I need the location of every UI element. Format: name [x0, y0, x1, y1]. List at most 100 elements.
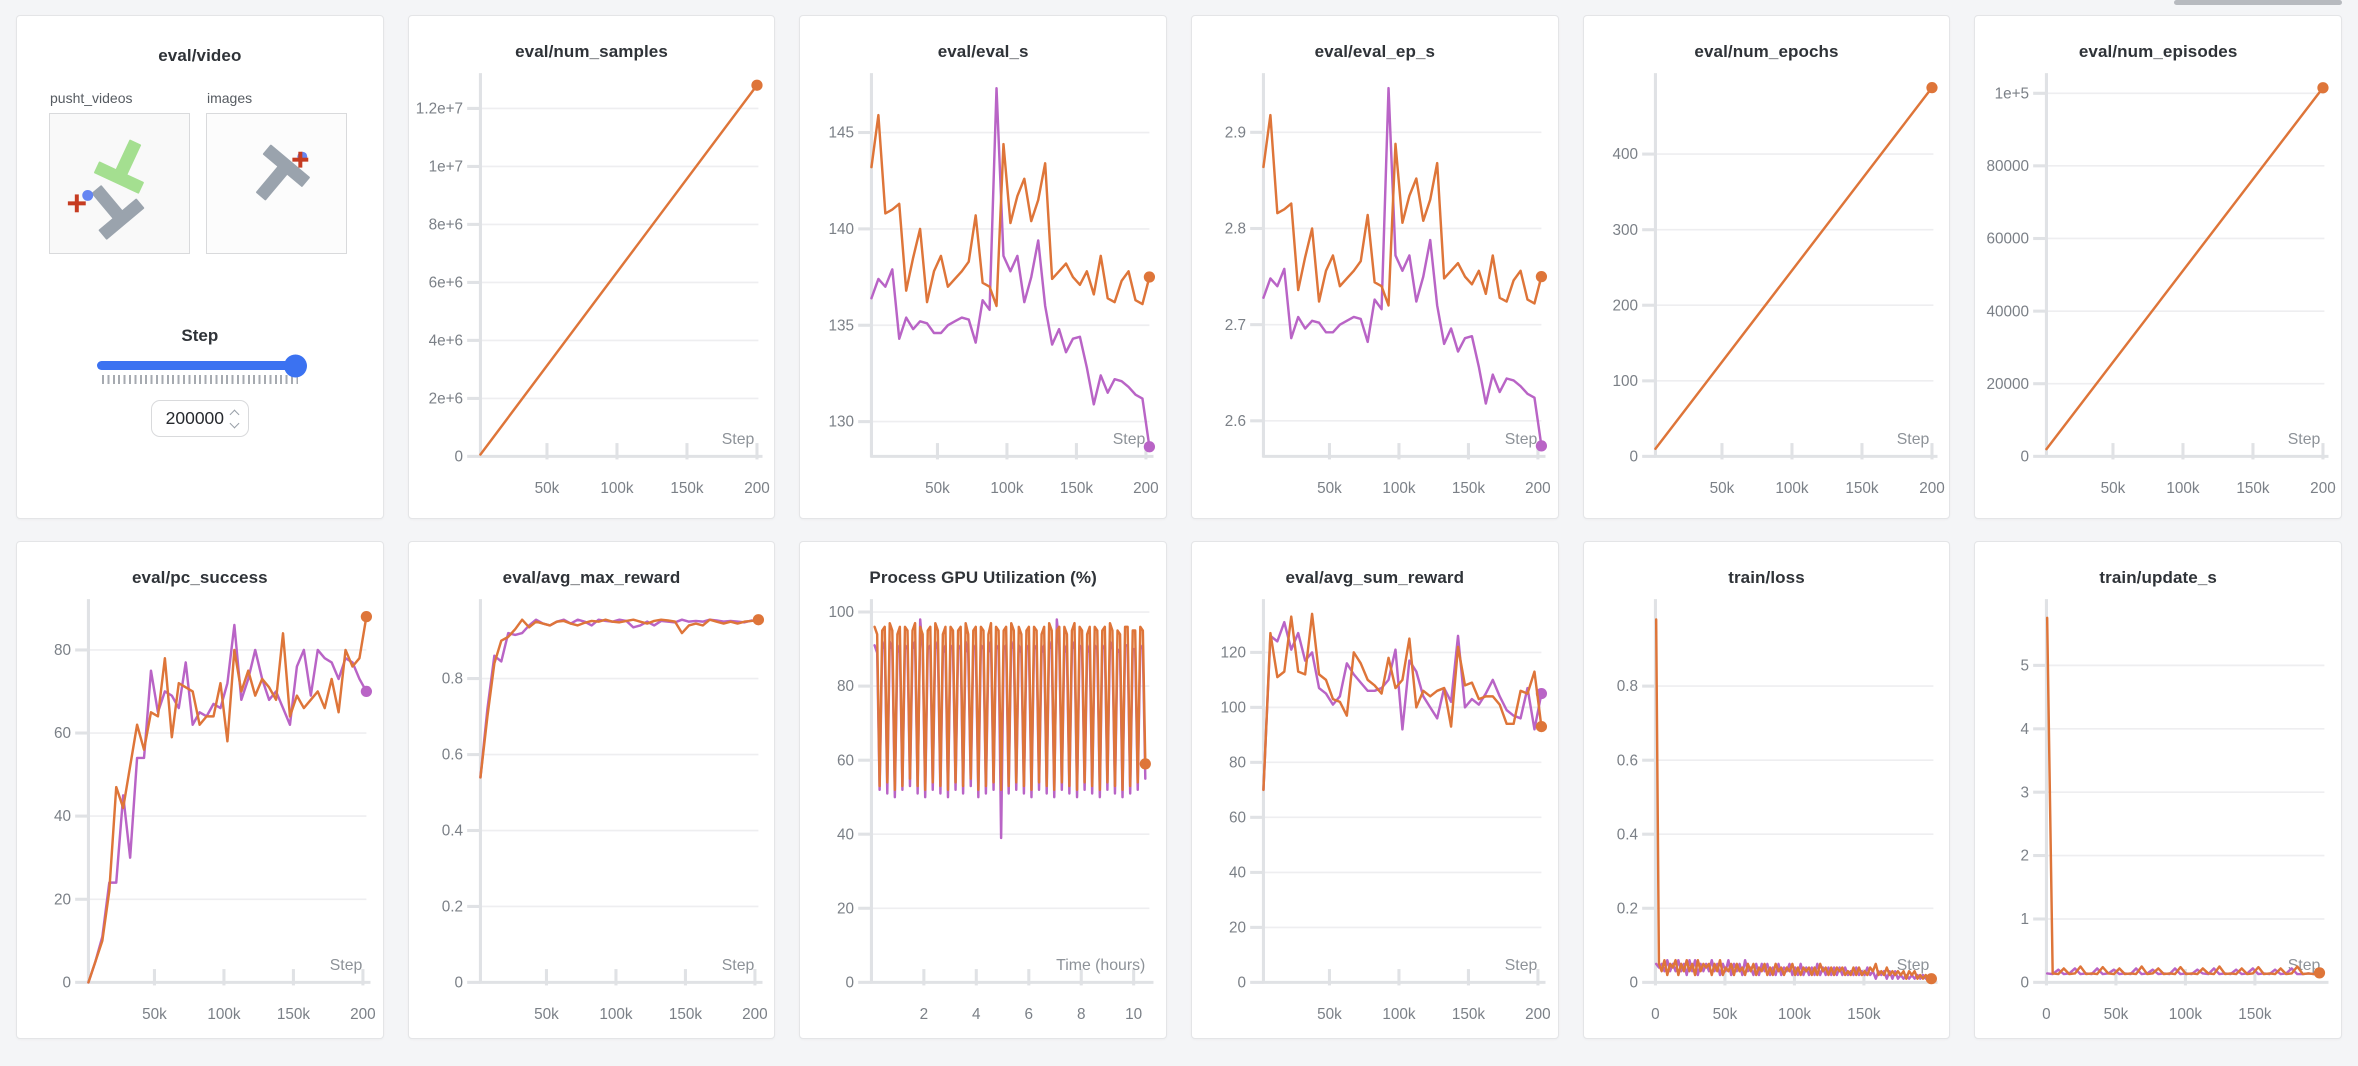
- svg-text:Step: Step: [1896, 431, 1929, 448]
- svg-text:Step: Step: [721, 957, 754, 974]
- chart-canvas[interactable]: 130 135 140 145 50k 100k 150k 200 Step: [804, 66, 1162, 516]
- svg-text:200: 200: [1919, 480, 1945, 497]
- svg-text:2.8: 2.8: [1225, 221, 1246, 238]
- svg-text:6: 6: [1025, 1006, 1034, 1023]
- svg-text:20000: 20000: [1987, 376, 2030, 393]
- chart-title: eval/num_epochs: [1694, 42, 1839, 61]
- svg-text:10: 10: [1125, 1006, 1142, 1023]
- panel-train-loss: train/loss 0 0.2 0.4 0.6 0.8 0 50k 100k 150k Step: [1582, 541, 1951, 1039]
- line-chart-gpu-utilization[interactable]: 0 20 40 60 80 100 2 4 6 8 10 Time (hours): [800, 588, 1166, 1039]
- chart-canvas[interactable]: 0 20 40 60 80 100 120 50k 100k 150k 200 Step: [1196, 592, 1554, 1039]
- svg-text:150k: 150k: [670, 480, 704, 497]
- svg-text:1e+7: 1e+7: [428, 159, 463, 176]
- panel-eval-avg-sum-reward: eval/avg_sum_reward 0 20 40 60 80 100 120 50k 10…: [1190, 541, 1559, 1039]
- svg-text:135: 135: [829, 317, 855, 334]
- svg-text:0.6: 0.6: [441, 747, 462, 764]
- chart-canvas[interactable]: 0 20000 40000 60000 80000 1e+5 50k 100k 150k 200 S…: [1979, 66, 2337, 516]
- svg-text:100k: 100k: [1382, 480, 1416, 497]
- block-t-shape: [256, 144, 310, 201]
- step-slider-thumb[interactable]: [283, 354, 307, 377]
- step-input-value[interactable]: 200000: [165, 408, 225, 428]
- stepper-up-icon[interactable]: [229, 409, 240, 419]
- line-chart-num-samples[interactable]: 0 2e+6 4e+6 6e+6 8e+6 1e+7 1.2e+7 50k 100k 150k 20…: [409, 62, 775, 516]
- svg-text:40000: 40000: [1987, 303, 2030, 320]
- line-chart-eval-ep-s[interactable]: 2.6 2.7 2.8 2.9 50k 100k 150k 200 Step: [1192, 62, 1558, 516]
- line-chart-eval-s[interactable]: 130 135 140 145 50k 100k 150k 200 Step: [800, 62, 1166, 516]
- chart-canvas[interactable]: 2.6 2.7 2.8 2.9 50k 100k 150k 200 Step: [1196, 66, 1554, 516]
- panel-eval-video: eval/video pusht_videos: [16, 15, 384, 519]
- svg-text:50k: 50k: [1712, 1006, 1737, 1023]
- svg-text:200: 200: [744, 480, 770, 497]
- pusht-image-preview[interactable]: [206, 113, 347, 254]
- svg-text:20: 20: [837, 900, 854, 917]
- svg-text:Step: Step: [1505, 431, 1538, 448]
- svg-text:100: 100: [1220, 699, 1246, 716]
- svg-text:200: 200: [2311, 480, 2337, 497]
- svg-text:120: 120: [1220, 645, 1246, 662]
- panel-train-update-s: train/update_s 0 1 2 3 4 5 0 50k 100k 150k Step: [1974, 541, 2342, 1039]
- block-t-shape: [91, 185, 145, 240]
- chart-canvas[interactable]: 0 20 40 60 80 100 2 4 6 8 10 Time (hours): [804, 592, 1162, 1039]
- stepper-control[interactable]: [229, 409, 240, 428]
- chart-title: eval/num_episodes: [2078, 42, 2238, 61]
- line-chart-avg-max-reward[interactable]: 0 0.2 0.4 0.6 0.8 50k 100k 150k 200 Step: [409, 588, 775, 1039]
- chart-canvas[interactable]: 0 0.2 0.4 0.6 0.8 50k 100k 150k 200 Step: [413, 592, 771, 1039]
- svg-text:Step: Step: [1505, 957, 1538, 974]
- media-row: pusht_videos: [49, 90, 383, 254]
- svg-text:2.7: 2.7: [1225, 317, 1246, 334]
- svg-text:200: 200: [1133, 480, 1159, 497]
- svg-text:50k: 50k: [1317, 1006, 1342, 1023]
- svg-text:0: 0: [2043, 1006, 2052, 1023]
- panel-gpu-utilization: Process GPU Utilization (%) 0 20 40 60 80 100…: [799, 541, 1167, 1039]
- svg-text:100k: 100k: [207, 1006, 241, 1023]
- svg-text:50k: 50k: [1709, 480, 1734, 497]
- chart-canvas[interactable]: 0 100 200 300 400 50k 100k 150k 200 Step: [1588, 66, 1946, 516]
- svg-text:Step: Step: [330, 957, 363, 974]
- svg-text:8e+6: 8e+6: [428, 217, 463, 234]
- svg-text:6e+6: 6e+6: [428, 275, 463, 292]
- svg-text:50k: 50k: [2101, 480, 2126, 497]
- svg-text:0.6: 0.6: [1616, 752, 1637, 769]
- pusht-video-preview[interactable]: [49, 113, 190, 254]
- svg-text:150k: 150k: [277, 1006, 311, 1023]
- panel-eval-avg-max-reward: eval/avg_max_reward 0 0.2 0.4 0.6 0.8 50k 100k…: [407, 541, 776, 1039]
- line-chart-num-epochs[interactable]: 0 100 200 300 400 50k 100k 150k 200 Step: [1584, 62, 1950, 516]
- panel-eval-num-samples: eval/num_samples 0 2e+6 4e+6 6e+6 8e+6 1e+7 1.…: [407, 15, 776, 519]
- svg-text:20: 20: [1229, 920, 1246, 937]
- step-input[interactable]: 200000: [150, 400, 250, 437]
- line-chart-avg-sum-reward[interactable]: 0 20 40 60 80 100 120 50k 100k 150k 200 Step: [1192, 588, 1558, 1039]
- svg-text:4: 4: [2021, 721, 2030, 738]
- pusht-image-frame: [207, 114, 346, 253]
- chart-canvas[interactable]: 0 0.2 0.4 0.6 0.8 0 50k 100k 150k Step: [1588, 592, 1946, 1039]
- page-title: eval/video: [158, 46, 242, 65]
- target-cross: [67, 194, 86, 213]
- line-chart-pc-success[interactable]: 0 20 40 60 80 50k 100k 150k 200 Step: [17, 588, 383, 1039]
- svg-text:0.8: 0.8: [1616, 678, 1637, 695]
- line-chart-train-loss[interactable]: 0 0.2 0.4 0.6 0.8 0 50k 100k 150k Step: [1584, 588, 1950, 1039]
- svg-text:40: 40: [54, 808, 71, 825]
- line-chart-num-episodes[interactable]: 0 20000 40000 60000 80000 1e+5 50k 100k 150k 200 S…: [1975, 62, 2341, 516]
- scrollbar-thumb[interactable]: [2174, 0, 2342, 5]
- svg-text:50k: 50k: [2104, 1006, 2129, 1023]
- svg-text:5: 5: [2021, 657, 2030, 674]
- svg-text:0: 0: [1629, 974, 1638, 991]
- chart-canvas[interactable]: 0 2e+6 4e+6 6e+6 8e+6 1e+7 1.2e+7 50k 100k 150k 20…: [413, 66, 771, 516]
- media-label-images: images: [207, 90, 253, 106]
- svg-text:0: 0: [454, 974, 463, 991]
- svg-text:150k: 150k: [1452, 480, 1486, 497]
- stepper-down-icon[interactable]: [229, 418, 240, 428]
- panel-eval-eval-s: eval/eval_s 130 135 140 145 50k 100k 150k 200 St…: [799, 15, 1167, 519]
- svg-text:50k: 50k: [142, 1006, 167, 1023]
- svg-text:Step: Step: [2288, 431, 2321, 448]
- svg-text:150k: 150k: [2237, 480, 2271, 497]
- chart-canvas[interactable]: 0 20 40 60 80 50k 100k 150k 200 Step: [21, 592, 379, 1039]
- svg-text:60: 60: [837, 752, 854, 769]
- svg-text:0: 0: [1629, 448, 1638, 465]
- step-slider[interactable]: [96, 354, 307, 377]
- chart-title: eval/avg_max_reward: [502, 568, 681, 587]
- chart-title: eval/eval_ep_s: [1314, 42, 1436, 61]
- svg-text:0: 0: [846, 974, 855, 991]
- line-chart-train-update-s[interactable]: 0 1 2 3 4 5 0 50k 100k 150k Step: [1975, 588, 2341, 1039]
